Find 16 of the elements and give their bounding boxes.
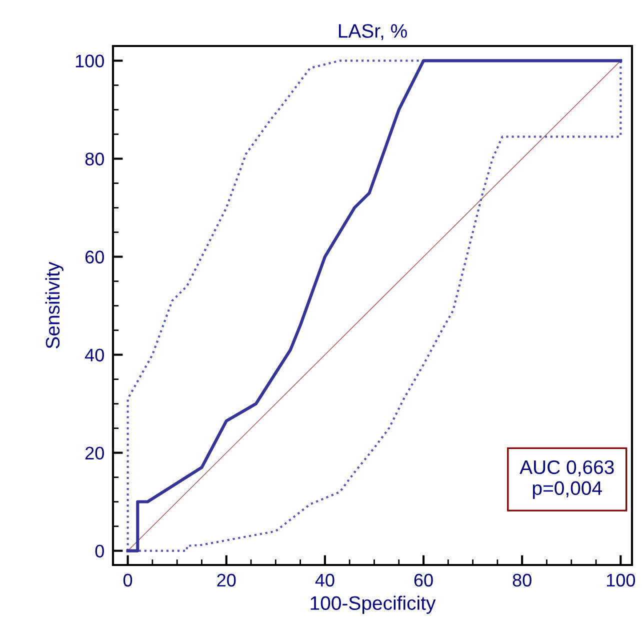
- annotation: AUC 0,663 p=0,004: [520, 460, 614, 499]
- chart-title: LASr, %: [338, 24, 407, 40]
- x-tick-label: 40: [315, 574, 334, 587]
- x-tick-label: 0: [123, 574, 132, 587]
- x-axis-title: 100-Specificity: [310, 596, 436, 614]
- x-tick-label: 100: [606, 574, 636, 587]
- y-tick-label: 40: [85, 348, 104, 362]
- x-tick-label: 60: [414, 574, 433, 587]
- y-axis-title: Sensitivity: [45, 262, 64, 348]
- y-tick-label: 100: [76, 54, 104, 68]
- y-tick-label: 20: [85, 446, 104, 460]
- x-tick-label: 80: [512, 574, 532, 587]
- y-tick-label: 0: [95, 544, 104, 558]
- y-tick-label: 60: [86, 250, 104, 264]
- y-tick-label: 80: [85, 152, 104, 166]
- x-tick-label: 20: [217, 574, 236, 587]
